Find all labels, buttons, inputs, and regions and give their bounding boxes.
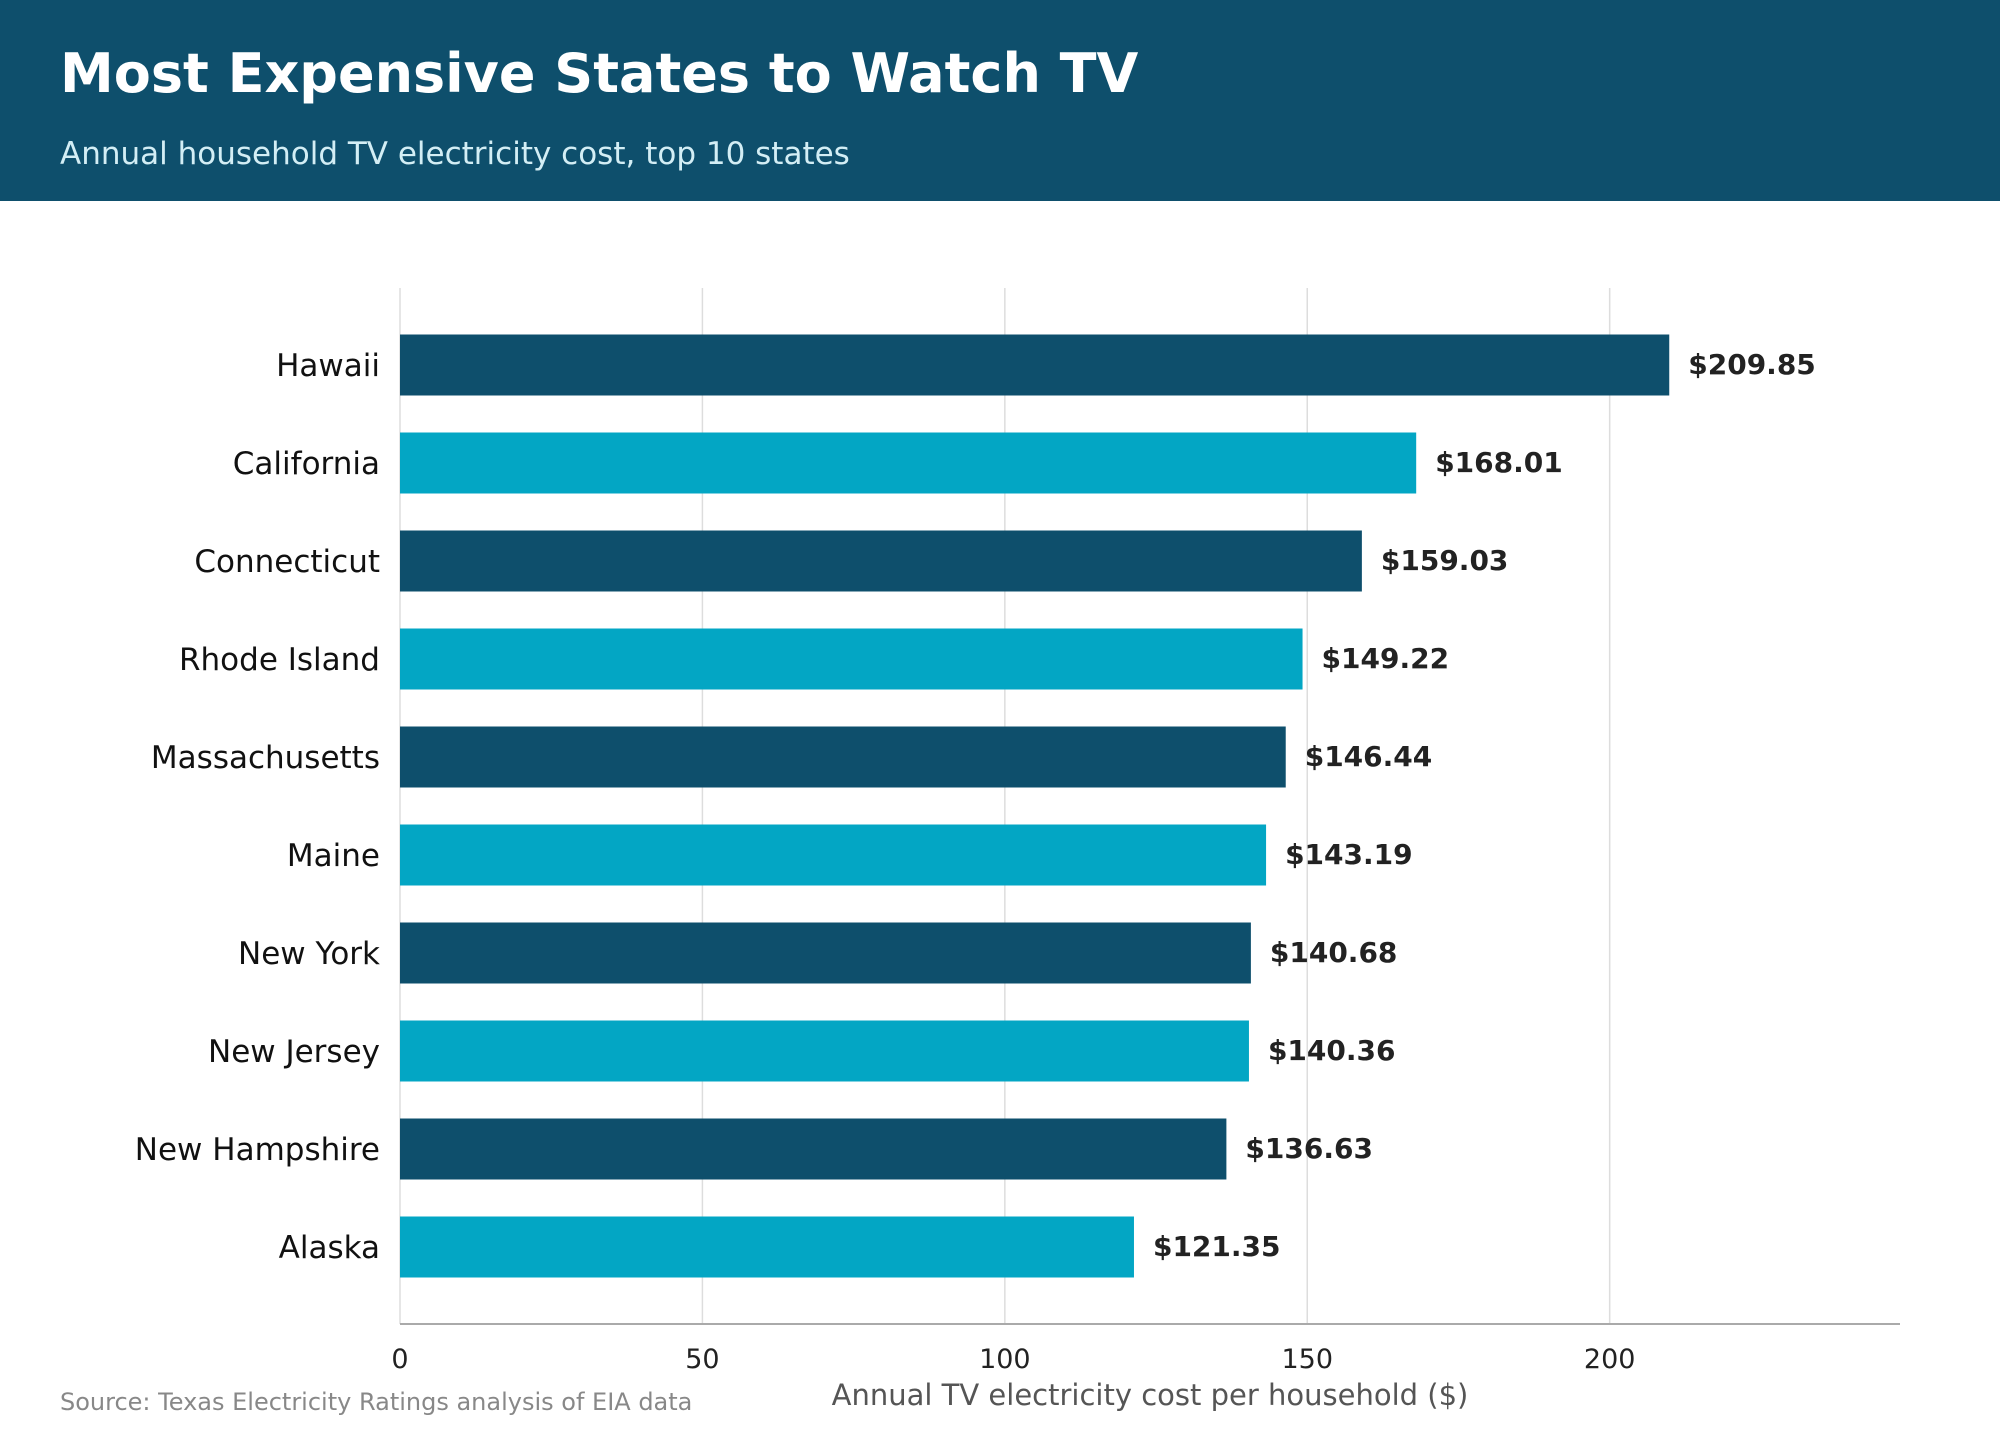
category-label: New Jersey [208, 1034, 380, 1070]
x-tick-label: 200 [1584, 1344, 1636, 1375]
value-label: $159.03 [1381, 544, 1509, 577]
category-label: Massachusetts [151, 740, 380, 776]
x-tick-label: 50 [685, 1344, 719, 1375]
value-label: $121.35 [1153, 1230, 1281, 1263]
bar [400, 432, 1417, 494]
category-label: New York [238, 936, 380, 972]
x-tick-label: 150 [1281, 1344, 1333, 1375]
value-label: $209.85 [1688, 348, 1816, 381]
value-label: $136.63 [1245, 1132, 1373, 1165]
chart-subtitle: Annual household TV electricity cost, to… [60, 136, 850, 172]
value-label: $149.22 [1322, 642, 1450, 675]
value-label: $140.36 [1268, 1034, 1396, 1067]
x-tick-label: 0 [391, 1344, 408, 1375]
bar [400, 1020, 1249, 1082]
bar [400, 1216, 1134, 1278]
value-label: $140.68 [1270, 936, 1398, 969]
category-label: Hawaii [276, 348, 380, 384]
chart-header: Most Expensive States to Watch TV Annual… [0, 0, 2000, 201]
category-label: Rhode Island [179, 642, 380, 678]
chart-title: Most Expensive States to Watch TV [60, 42, 1139, 105]
bar [400, 922, 1251, 984]
value-label: $146.44 [1305, 740, 1433, 773]
bar [400, 824, 1267, 886]
category-label: New Hampshire [135, 1132, 380, 1168]
bar [400, 530, 1362, 592]
x-axis-title: Annual TV electricity cost per household… [832, 1378, 1469, 1412]
category-label: Connecticut [194, 544, 380, 580]
bar [400, 334, 1670, 396]
bar [400, 726, 1286, 788]
source-note: Source: Texas Electricity Ratings analys… [60, 1388, 693, 1416]
bar [400, 628, 1303, 690]
category-label: Maine [287, 838, 380, 874]
bar [400, 1118, 1227, 1180]
category-label: Alaska [279, 1230, 380, 1266]
value-label: $168.01 [1435, 446, 1563, 479]
x-tick-label: 100 [979, 1344, 1031, 1375]
category-label: California [233, 446, 380, 482]
value-label: $143.19 [1285, 838, 1413, 871]
